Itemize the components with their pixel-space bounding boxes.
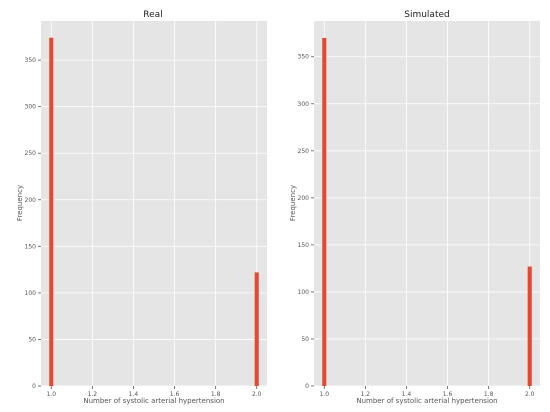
chart-real-y-tick-label: 0 [32, 383, 36, 390]
chart-real-x-tick-label: 1.6 [170, 391, 180, 398]
chart-simulated-y-ticks: 0 50 100 150 200 250 300 350 [298, 54, 314, 390]
chart-real-y-ticks: 0 50 100 150 200 250 300 350 [25, 57, 41, 390]
chart-simulated-bars [322, 37, 532, 387]
chart-real-x-tick-label: 1.8 [211, 391, 221, 398]
chart-simulated-y-tick-label: 250 [298, 148, 310, 155]
chart-real-bar-1 [49, 37, 54, 387]
chart-real-y-tick-label: 150 [25, 243, 37, 250]
chart-simulated-y-tick-label: 200 [298, 195, 310, 202]
chart-real-x-ticks: 1.0 1.2 1.4 1.6 1.8 2.0 [46, 386, 262, 398]
chart-real-x-tick-label: 1.4 [129, 391, 139, 398]
chart-simulated-y-tick-label: 300 [298, 101, 310, 108]
chart-simulated-x-tick-label: 1.6 [443, 391, 453, 398]
chart-simulated: Simulated 1.0 1.2 1.4 1.6 1.8 2.0 0 50 100 150 20… [289, 10, 540, 405]
chart-simulated-x-tick-label: 1.8 [484, 391, 494, 398]
chart-simulated-y-tick-label: 0 [305, 383, 309, 390]
chart-simulated-y-tick-label: 150 [298, 242, 310, 249]
chart-real-y-tick-label: 200 [25, 197, 37, 204]
chart-real-y-tick-label: 350 [25, 57, 37, 64]
chart-simulated-plot-area [314, 21, 540, 386]
chart-real-gridlines [41, 21, 267, 387]
chart-simulated-x-ticks: 1.0 1.2 1.4 1.6 1.8 2.0 [319, 386, 535, 398]
chart-real-y-tick-label: 300 [25, 104, 37, 111]
chart-real-x-tick-label: 1.2 [88, 391, 98, 398]
chart-real-y-tick-label: 100 [25, 290, 37, 297]
chart-simulated-bar-1 [322, 37, 327, 387]
chart-real-x-axis-label: Number of systolic arterial hypertension [83, 397, 224, 405]
chart-real-x-tick-label: 2.0 [252, 391, 262, 398]
chart-real-plot-area [41, 21, 267, 386]
chart-simulated-y-tick-label: 100 [298, 289, 310, 296]
chart-real-bar-2 [254, 272, 259, 386]
chart-real-y-axis-label: Frequency [16, 185, 24, 221]
chart-real-y-tick-label: 250 [25, 150, 37, 157]
chart-simulated-x-tick-label: 1.0 [319, 391, 329, 398]
chart-simulated-bar-2 [527, 266, 532, 386]
chart-real: Real 1.0 1.2 1.4 1.6 1.8 2.0 0 50 100 150 200 250 3… [16, 10, 267, 405]
chart-simulated-title: Simulated [404, 10, 449, 20]
chart-real-title: Real [143, 10, 162, 20]
chart-simulated-y-axis-label: Frequency [289, 185, 297, 221]
chart-simulated-x-tick-label: 1.4 [402, 391, 412, 398]
chart-simulated-x-axis-label: Number of systolic arterial hypertension [356, 397, 497, 405]
chart-simulated-x-tick-label: 2.0 [525, 391, 535, 398]
chart-simulated-x-tick-label: 1.2 [361, 391, 371, 398]
chart-real-bars [49, 37, 259, 387]
chart-simulated-y-tick-label: 350 [298, 54, 310, 61]
chart-simulated-y-tick-label: 50 [301, 336, 309, 343]
chart-real-x-tick-label: 1.0 [46, 391, 56, 398]
chart-real-y-tick-label: 50 [28, 336, 36, 343]
